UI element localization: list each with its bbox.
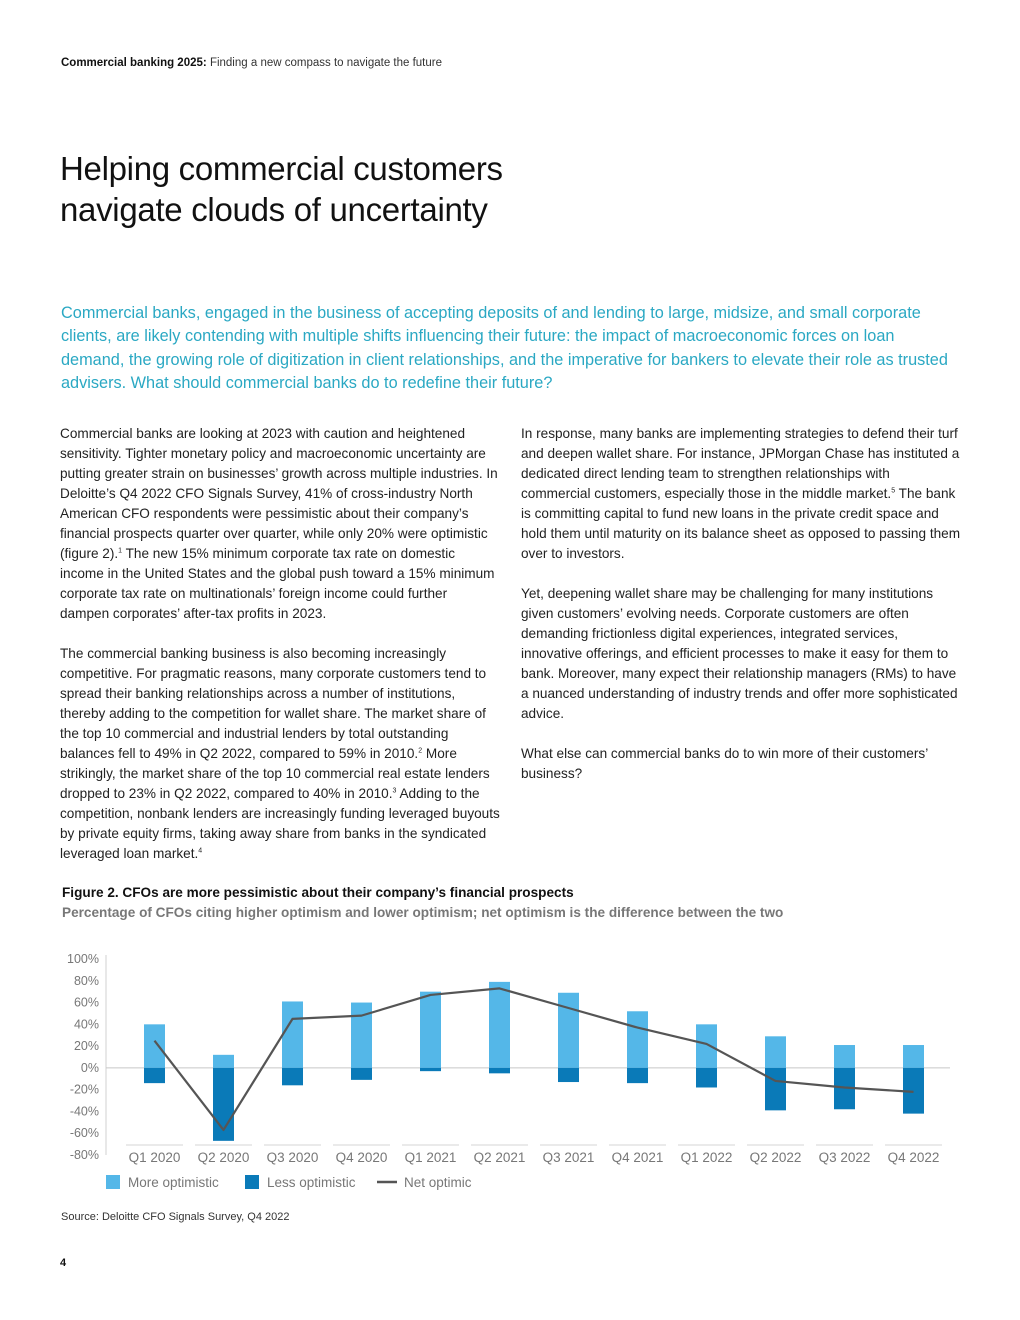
bar-more-optimistic xyxy=(558,992,579,1068)
y-tick-label: -80% xyxy=(70,1148,99,1162)
bar-less-optimistic xyxy=(489,1067,510,1074)
bar-more-optimistic xyxy=(765,1036,786,1068)
x-tick-label: Q4 2022 xyxy=(888,1150,940,1165)
x-tick-label: Q2 2022 xyxy=(750,1150,802,1165)
optimism-chart: 100% 80% 60% 40% 20% 0% -20% -40% -60% -80% Q1 202… xyxy=(67,952,950,1190)
bar-more-optimistic xyxy=(420,991,441,1068)
y-tick-label: -60% xyxy=(70,1126,99,1140)
left-p1-text-a: Commercial banks are looking at 2023 wit… xyxy=(60,426,498,561)
x-tick-label: Q3 2020 xyxy=(267,1150,319,1165)
left-column: Commercial banks are looking at 2023 wit… xyxy=(60,424,500,884)
bar-less-optimistic xyxy=(765,1067,786,1111)
x-tick-label: Q4 2021 xyxy=(612,1150,664,1165)
running-header-bold: Commercial banking 2025: xyxy=(61,57,207,69)
running-header: Commercial banking 2025: Finding a new c… xyxy=(61,57,442,69)
bar-more-optimistic xyxy=(144,1024,165,1068)
y-tick-label: -20% xyxy=(70,1083,99,1097)
net-optimism-line xyxy=(153,987,914,1132)
bar-more-optimistic xyxy=(834,1045,855,1068)
x-tick-label: Q3 2022 xyxy=(819,1150,871,1165)
bar-less-optimistic xyxy=(420,1067,441,1072)
left-p2-text-a: The commercial banking business is also … xyxy=(60,646,487,761)
page-title-line1: Helping commercial customers xyxy=(60,150,503,187)
bar-less-optimistic xyxy=(558,1067,579,1083)
bar-less-optimistic xyxy=(627,1067,648,1084)
x-tick-label: Q1 2022 xyxy=(681,1150,733,1165)
left-p1-text-b: The new 15% minimum corporate tax rate o… xyxy=(60,546,495,621)
figure-title: Figure 2. CFOs are more pessimistic abou… xyxy=(62,885,574,900)
x-tick-label: Q2 2021 xyxy=(474,1150,526,1165)
bar-less-optimistic xyxy=(696,1067,717,1088)
bar-more-optimistic xyxy=(282,1001,303,1068)
bar-more-optimistic xyxy=(213,1054,234,1068)
y-tick-label: 60% xyxy=(74,996,99,1010)
bar-more-optimistic xyxy=(351,1002,372,1068)
bar-less-optimistic xyxy=(282,1067,303,1086)
bar-more-optimistic xyxy=(489,981,510,1068)
right-paragraph-1: In response, many banks are implementing… xyxy=(521,424,961,564)
bar-less-optimistic xyxy=(351,1067,372,1080)
bar-more-optimistic xyxy=(696,1024,717,1068)
x-tick-label: Q1 2020 xyxy=(129,1150,181,1165)
right-column: In response, many banks are implementing… xyxy=(521,424,961,804)
bar-more-optimistic xyxy=(627,1011,648,1068)
legend-label-less-optimistic: Less optimistic xyxy=(267,1175,356,1190)
right-p1-text-a: In response, many banks are implementing… xyxy=(521,426,960,501)
intro-paragraph: Commercial banks, engaged in the busines… xyxy=(61,304,948,392)
left-paragraph-1: Commercial banks are looking at 2023 wit… xyxy=(60,424,500,624)
left-paragraph-2: The commercial banking business is also … xyxy=(60,644,500,864)
right-paragraph-2: Yet, deepening wallet share may be chall… xyxy=(521,586,958,721)
bar-more-optimistic xyxy=(903,1045,924,1068)
y-tick-label: 40% xyxy=(74,1017,99,1031)
page-title: Helping commercial customers navigate cl… xyxy=(60,148,660,230)
running-header-light: Finding a new compass to navigate the fu… xyxy=(209,57,442,69)
y-tick-label: -40% xyxy=(70,1104,99,1118)
footnote-1: 1 xyxy=(118,547,123,555)
legend-swatch-less-optimistic xyxy=(245,1175,259,1189)
right-p1-text-b: The bank is committing capital to fund n… xyxy=(521,486,961,561)
footnote-2: 2 xyxy=(418,747,423,755)
y-tick-label: 80% xyxy=(74,974,99,988)
right-paragraph-3: What else can commercial banks do to win… xyxy=(521,746,928,781)
page-title-line2: navigate clouds of uncertainty xyxy=(60,191,488,228)
page-number: 4 xyxy=(60,1257,67,1269)
bar-less-optimistic xyxy=(144,1067,165,1084)
x-tick-label: Q2 2020 xyxy=(198,1150,250,1165)
y-tick-label: 100% xyxy=(67,952,99,966)
footnote-3: 3 xyxy=(392,787,397,795)
legend-label-more-optimistic: More optimistic xyxy=(128,1175,219,1190)
footnote-4: 4 xyxy=(198,847,203,855)
figure-source: Source: Deloitte CFO Signals Survey, Q4 … xyxy=(61,1211,290,1223)
left-p2-text-b: More strikingly, the market share of the… xyxy=(60,746,490,801)
footnote-5: 5 xyxy=(891,487,896,495)
y-tick-label: 0% xyxy=(81,1061,99,1075)
legend-label-net-optimism: Net optimic xyxy=(404,1175,472,1190)
y-tick-label: 20% xyxy=(74,1039,99,1053)
x-tick-label: Q4 2020 xyxy=(336,1150,388,1165)
x-tick-label: Q3 2021 xyxy=(543,1150,595,1165)
figure-subtitle: Percentage of CFOs citing higher optimis… xyxy=(62,905,784,920)
left-p2-text-c: Adding to the competition, nonbank lende… xyxy=(60,786,500,861)
legend-swatch-more-optimistic xyxy=(106,1175,120,1189)
x-tick-label: Q1 2021 xyxy=(405,1150,457,1165)
